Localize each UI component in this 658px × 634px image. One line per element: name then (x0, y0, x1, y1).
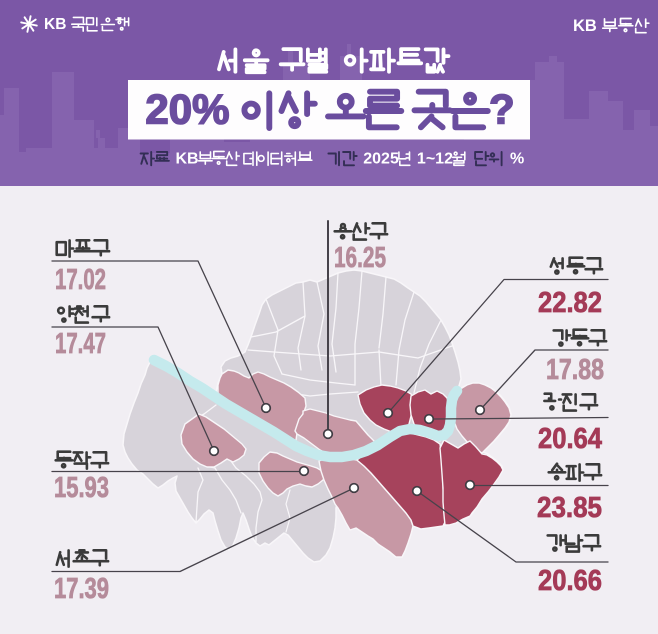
svg-text:2025: 2025 (363, 150, 399, 167)
svg-text:16.25: 16.25 (334, 242, 386, 274)
svg-text:17.39: 17.39 (54, 573, 109, 605)
svg-text:?: ? (489, 85, 515, 132)
svg-text:20.66: 20.66 (538, 565, 602, 597)
svg-text:22.82: 22.82 (538, 287, 602, 319)
svg-text:KB: KB (573, 17, 597, 35)
svg-text:1~12: 1~12 (417, 150, 453, 167)
svg-text:17.47: 17.47 (55, 328, 106, 360)
svg-text:KB: KB (44, 16, 66, 33)
svg-text:15.93: 15.93 (54, 472, 109, 504)
svg-text:17.88: 17.88 (546, 354, 604, 386)
svg-text:17.02: 17.02 (55, 264, 106, 296)
svg-text:%: % (510, 150, 524, 167)
svg-text:23.85: 23.85 (537, 492, 602, 524)
svg-text:20%: 20% (145, 85, 229, 132)
svg-text:KB: KB (175, 150, 198, 167)
svg-text:20.64: 20.64 (538, 423, 602, 455)
